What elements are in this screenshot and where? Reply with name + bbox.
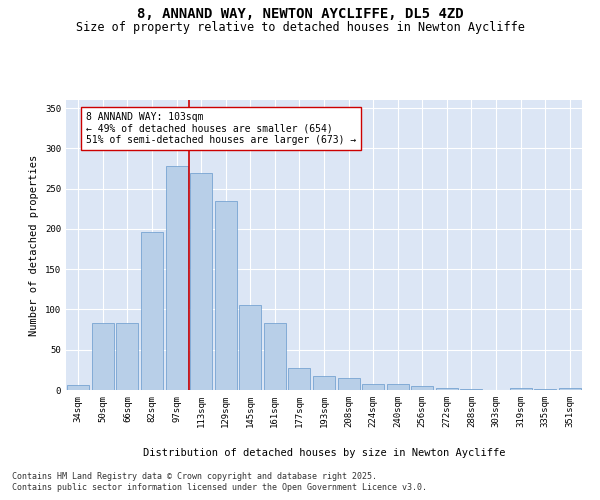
Text: Size of property relative to detached houses in Newton Aycliffe: Size of property relative to detached ho… (76, 22, 524, 35)
Bar (289, 368, 310, 390)
Y-axis label: Number of detached properties: Number of detached properties (29, 154, 40, 336)
Bar (411, 386, 433, 390)
Bar (338, 378, 359, 390)
Bar (166, 166, 188, 390)
Bar (67, 385, 89, 390)
Bar (141, 232, 163, 390)
Bar (534, 389, 556, 390)
Bar (386, 384, 409, 390)
Bar (116, 323, 139, 390)
Bar (509, 388, 532, 390)
Bar (362, 384, 384, 390)
Bar (190, 172, 212, 390)
Text: 8, ANNAND WAY, NEWTON AYCLIFFE, DL5 4ZD: 8, ANNAND WAY, NEWTON AYCLIFFE, DL5 4ZD (137, 8, 463, 22)
Bar (313, 376, 335, 390)
Bar (460, 389, 482, 390)
Bar (239, 306, 262, 390)
Text: Contains public sector information licensed under the Open Government Licence v3: Contains public sector information licen… (12, 484, 427, 492)
Bar (215, 200, 237, 390)
Bar (559, 388, 581, 390)
Bar (436, 388, 458, 390)
Text: Distribution of detached houses by size in Newton Aycliffe: Distribution of detached houses by size … (143, 448, 505, 458)
Text: Contains HM Land Registry data © Crown copyright and database right 2025.: Contains HM Land Registry data © Crown c… (12, 472, 377, 481)
Bar (92, 323, 114, 390)
Text: 8 ANNAND WAY: 103sqm
← 49% of detached houses are smaller (654)
51% of semi-deta: 8 ANNAND WAY: 103sqm ← 49% of detached h… (86, 112, 356, 146)
Bar (264, 323, 286, 390)
